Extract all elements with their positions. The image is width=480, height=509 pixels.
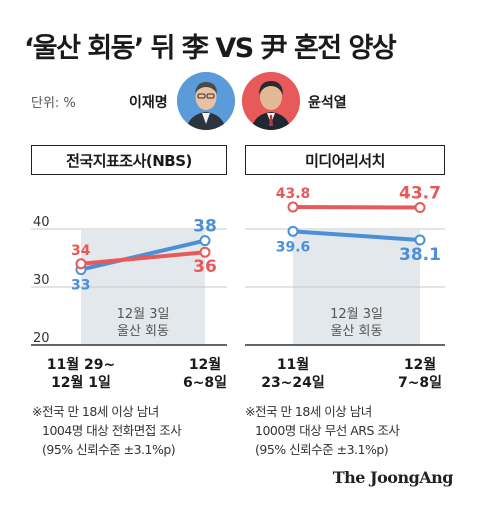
panel-title-nbs: 전국지표조사(NBS) (31, 145, 227, 175)
y-tick-label: 30 (33, 273, 50, 288)
series-line (291, 229, 422, 243)
page-title: ‘울산 회동’ 뒤 李 VS 尹 혼전 양상 (24, 33, 397, 64)
x-category-label: 12월 7~8일 (398, 356, 442, 391)
series-line (79, 238, 207, 272)
unit-label: 단위: % (31, 96, 76, 111)
panel-title-media-research: 미디어리서치 (245, 145, 445, 175)
series-line (291, 204, 422, 210)
y-tick-label: 20 (33, 331, 50, 346)
data-label: 36 (193, 257, 217, 277)
data-label: 34 (71, 243, 91, 259)
x-category-label: 11월 29~ 12월 1일 (47, 356, 115, 391)
x-category-label: 12월 6~8일 (183, 356, 227, 391)
data-label: 38.1 (399, 245, 441, 265)
data-point (287, 201, 299, 213)
data-label: 43.7 (399, 184, 441, 204)
yoon-portrait-icon (242, 72, 300, 130)
data-point (199, 246, 211, 258)
data-label: 38 (193, 217, 217, 237)
survey-note-media-research: ※전국 만 18세 이상 남녀 1000명 대상 무선 ARS 조사 (95% … (245, 402, 400, 459)
data-label: 39.6 (276, 239, 311, 255)
note-line: (95% 신뢰수준 ±3.1%p) (255, 442, 389, 457)
annotation-label: 12월 3일 울산 회동 (117, 307, 170, 339)
data-point (414, 234, 426, 246)
note-line: ※전국 만 18세 이상 남녀 (32, 404, 159, 419)
data-label: 33 (71, 278, 90, 294)
note-line: (95% 신뢰수준 ±3.1%p) (42, 442, 176, 457)
lee-portrait-icon (177, 72, 235, 130)
data-point (199, 235, 211, 247)
note-line: 1000명 대상 무선 ARS 조사 (255, 423, 400, 438)
y-tick-label: 40 (33, 215, 50, 230)
data-point (287, 225, 299, 237)
series-line (79, 250, 207, 266)
note-line: 1004명 대상 전화면접 조사 (42, 423, 182, 438)
data-label: 43.8 (276, 186, 311, 202)
note-line: ※전국 만 18세 이상 남녀 (245, 404, 372, 419)
data-point (75, 258, 87, 270)
x-category-label: 11월 23~24일 (261, 356, 325, 391)
candidate-name-lee: 이재명 (129, 95, 168, 111)
data-point (414, 202, 426, 214)
survey-note-nbs: ※전국 만 18세 이상 남녀 1004명 대상 전화면접 조사 (95% 신뢰… (32, 402, 182, 459)
brand-logo: The JoongAng (332, 468, 454, 487)
annotation-label: 12월 3일 울산 회동 (330, 307, 383, 339)
candidate-name-yoon: 윤석열 (308, 95, 347, 111)
